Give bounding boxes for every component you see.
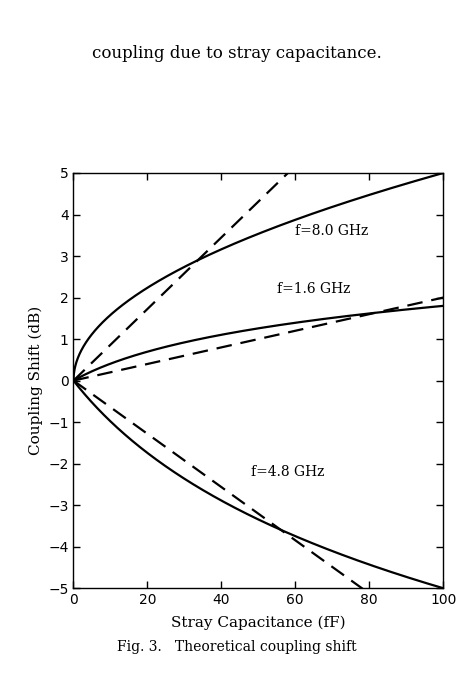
Text: coupling due to stray capacitance.: coupling due to stray capacitance. (92, 45, 382, 62)
X-axis label: Stray Capacitance (fF): Stray Capacitance (fF) (171, 615, 346, 630)
Text: f=8.0 GHz: f=8.0 GHz (295, 224, 369, 238)
Text: Fig. 3.   Theoretical coupling shift: Fig. 3. Theoretical coupling shift (117, 640, 357, 654)
Text: f=4.8 GHz: f=4.8 GHz (251, 465, 324, 479)
Text: f=1.6 GHz: f=1.6 GHz (277, 282, 350, 296)
Y-axis label: Coupling Shift (dB): Coupling Shift (dB) (28, 306, 43, 455)
